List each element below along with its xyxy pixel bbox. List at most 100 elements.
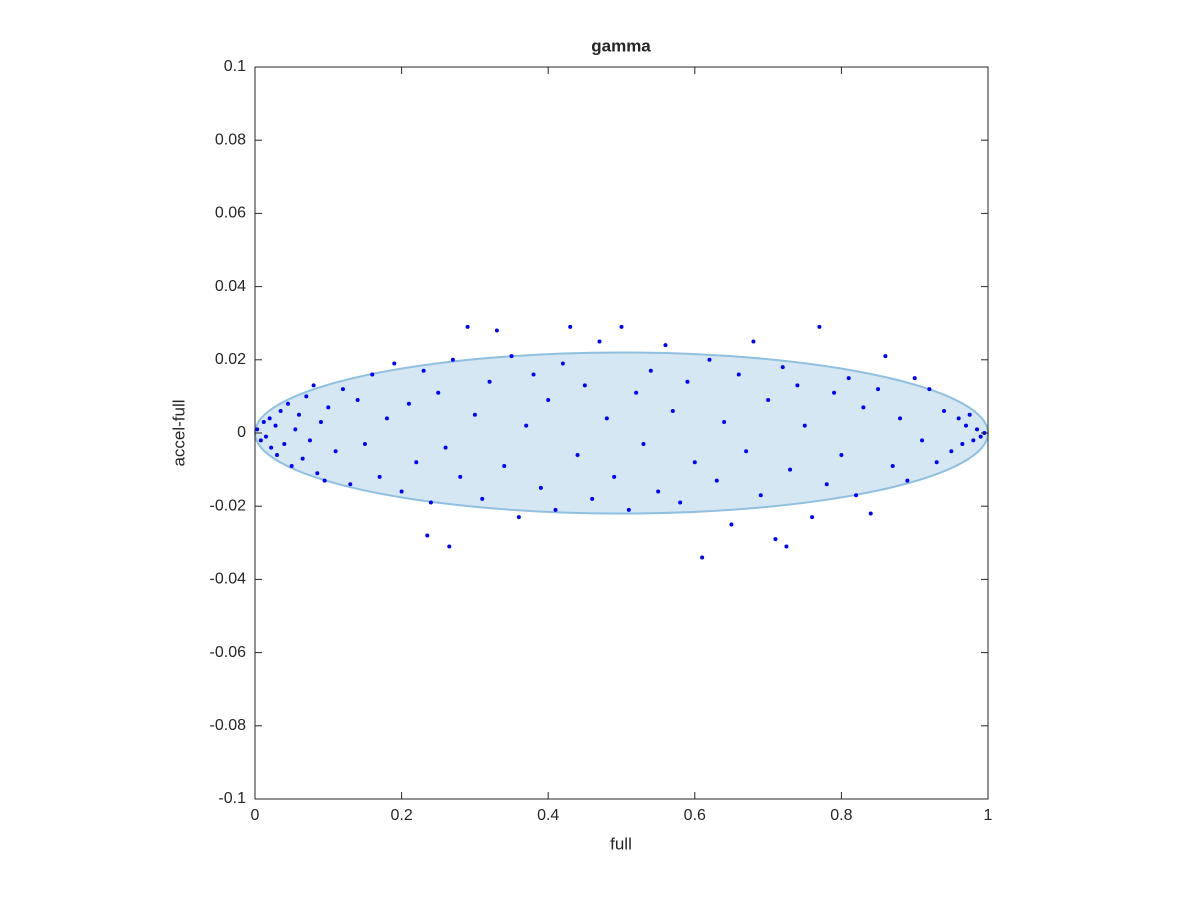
y-tick-label: 0.1 xyxy=(224,58,246,75)
y-tick-label: -0.06 xyxy=(210,644,247,661)
y-tick-label: -0.08 xyxy=(210,717,247,734)
x-tick-label: 1 xyxy=(984,807,993,824)
point xyxy=(905,478,910,483)
point xyxy=(971,438,976,443)
point xyxy=(340,387,345,392)
point xyxy=(824,482,829,487)
point xyxy=(854,493,859,498)
point xyxy=(255,427,260,432)
y-tick-label: 0 xyxy=(237,424,246,441)
x-tick-label: 0.4 xyxy=(537,807,559,824)
point xyxy=(384,416,389,421)
y-tick-label: 0.06 xyxy=(215,205,246,222)
y-tick-label: -0.1 xyxy=(218,790,246,807)
point xyxy=(269,445,274,450)
point xyxy=(304,394,309,399)
point xyxy=(553,507,558,512)
point xyxy=(318,420,323,425)
point xyxy=(876,387,881,392)
point xyxy=(326,405,331,410)
point xyxy=(722,420,727,425)
point xyxy=(788,467,793,472)
point xyxy=(421,368,426,373)
point xyxy=(285,401,290,406)
point xyxy=(348,482,353,487)
y-axis-label: accel-full xyxy=(169,399,188,466)
point xyxy=(278,409,283,414)
point xyxy=(736,372,741,377)
point xyxy=(817,324,822,329)
point xyxy=(766,398,771,403)
point xyxy=(263,434,268,439)
point xyxy=(480,496,485,501)
point xyxy=(362,441,367,446)
point xyxy=(692,460,697,465)
point xyxy=(575,452,580,457)
point xyxy=(450,357,455,362)
point xyxy=(414,460,419,465)
point xyxy=(810,515,815,520)
point xyxy=(920,438,925,443)
point xyxy=(333,449,338,454)
point xyxy=(502,463,507,468)
point xyxy=(315,471,320,476)
point xyxy=(898,416,903,421)
point xyxy=(436,390,441,395)
point xyxy=(868,511,873,516)
x-tick-label: 0.8 xyxy=(830,807,852,824)
point xyxy=(700,555,705,560)
point xyxy=(751,339,756,344)
point xyxy=(912,376,917,381)
point xyxy=(465,324,470,329)
point xyxy=(648,368,653,373)
x-tick-label: 0.2 xyxy=(390,807,412,824)
point xyxy=(392,361,397,366)
point xyxy=(487,379,492,384)
point xyxy=(582,383,587,388)
y-tick-label: -0.04 xyxy=(210,571,247,588)
point xyxy=(861,405,866,410)
point xyxy=(729,522,734,527)
point xyxy=(307,438,312,443)
point xyxy=(472,412,477,417)
point xyxy=(538,485,543,490)
point xyxy=(784,544,789,549)
point xyxy=(597,339,602,344)
point xyxy=(261,420,266,425)
point xyxy=(619,324,624,329)
point xyxy=(293,427,298,432)
point xyxy=(927,387,932,392)
point xyxy=(425,533,430,538)
point xyxy=(282,441,287,446)
point xyxy=(516,515,521,520)
x-axis-label: full xyxy=(610,834,632,853)
point xyxy=(604,416,609,421)
point xyxy=(839,452,844,457)
point xyxy=(377,474,382,479)
point xyxy=(960,441,965,446)
confidence-ellipse xyxy=(254,351,989,515)
point xyxy=(975,427,980,432)
point xyxy=(428,500,433,505)
point xyxy=(300,456,305,461)
point xyxy=(626,507,631,512)
point xyxy=(494,328,499,333)
point xyxy=(956,416,961,421)
point xyxy=(289,463,294,468)
point xyxy=(641,441,646,446)
point xyxy=(458,474,463,479)
point xyxy=(758,493,763,498)
point xyxy=(773,537,778,542)
point xyxy=(509,354,514,359)
chart-title: gamma xyxy=(591,36,651,55)
point xyxy=(546,398,551,403)
point xyxy=(443,445,448,450)
point xyxy=(978,434,983,439)
point xyxy=(524,423,529,428)
point xyxy=(678,500,683,505)
point xyxy=(406,401,411,406)
point xyxy=(447,544,452,549)
point xyxy=(568,324,573,329)
point xyxy=(707,357,712,362)
point xyxy=(832,390,837,395)
